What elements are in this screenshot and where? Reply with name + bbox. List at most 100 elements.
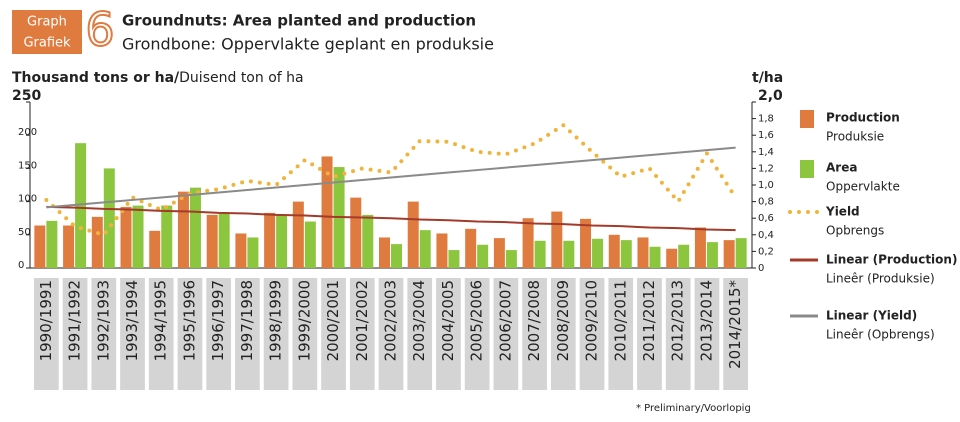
x-tick-label: 1997/1998 <box>238 280 256 361</box>
legend-swatch <box>800 160 814 178</box>
y2-tick-label: 0,8 <box>758 197 774 208</box>
x-label-box <box>177 278 203 390</box>
y2-tick-label: 1,8 <box>758 114 774 125</box>
x-tick-label: 2008/2009 <box>554 280 572 361</box>
x-tick-label: 2006/2007 <box>496 280 514 361</box>
bar <box>448 250 460 268</box>
bar <box>678 244 690 268</box>
bar <box>235 233 247 268</box>
bar <box>304 221 316 268</box>
bar <box>407 201 419 268</box>
bar <box>723 240 735 268</box>
y2-tick-label: 0 <box>758 263 764 274</box>
badge-af: Grafiek <box>23 36 71 51</box>
bar <box>391 244 402 268</box>
x-tick-label: 2013/2014 <box>697 280 715 361</box>
chart-subtitle: Grondbone: Oppervlakte geplant en produk… <box>122 35 494 54</box>
bar <box>493 238 505 268</box>
x-label-box <box>665 278 691 390</box>
y-tick-label: 0 <box>18 260 24 271</box>
y-tick-label: 100 <box>18 194 37 205</box>
legend-label-af: Lineêr (Produksie) <box>826 272 935 286</box>
y-label-af: Duisend ton of ha <box>179 70 303 86</box>
x-label-box <box>263 278 289 390</box>
bar <box>649 246 661 268</box>
bar <box>103 168 115 268</box>
bar <box>46 220 58 268</box>
x-tick-label: 2005/2006 <box>468 280 486 361</box>
x-tick-label: 2012/2013 <box>669 280 687 361</box>
bar <box>419 230 431 268</box>
y-tick-label: 250 <box>12 88 41 104</box>
x-label-box <box>608 278 634 390</box>
x-tick-label: 1993/1994 <box>123 280 141 361</box>
x-label-box <box>349 278 375 390</box>
x-tick-label: 1994/1995 <box>152 280 170 361</box>
x-tick-label: 1996/1997 <box>209 280 227 361</box>
y2-axis-label: t/ha <box>752 70 783 86</box>
legend-label-af: Lineêr (Opbrengs) <box>826 328 935 342</box>
bar <box>436 233 448 268</box>
x-label-box <box>579 278 605 390</box>
x-label-box <box>34 278 59 390</box>
x-tick-label: 1991/1992 <box>66 280 84 361</box>
x-tick-label: 1998/1999 <box>267 280 285 361</box>
bar <box>694 227 706 268</box>
x-label-box <box>637 278 662 390</box>
bar <box>592 238 604 268</box>
bar <box>206 214 218 268</box>
y2-tick-label: 1,4 <box>758 147 774 158</box>
legend-label: Linear (Yield) <box>826 309 917 323</box>
x-label-box <box>292 278 318 390</box>
badge-box <box>12 10 82 54</box>
x-tick-label: 2009/2010 <box>583 280 601 361</box>
x-tick-label: 1992/1993 <box>94 280 112 361</box>
bar <box>264 212 276 268</box>
y2-tick-label: 0,6 <box>758 213 774 224</box>
bar <box>735 238 747 268</box>
x-label-box <box>436 278 461 390</box>
x-label-box <box>120 278 145 390</box>
x-label-box <box>550 278 576 390</box>
badge-en: Graph <box>27 15 67 30</box>
y2-tick-label: 1,0 <box>758 180 774 191</box>
y2-tick-label: 1,6 <box>758 130 774 141</box>
x-tick-label: 2004/2005 <box>439 280 457 361</box>
x-label-box <box>91 278 117 390</box>
y2-tick-label: 0,4 <box>758 230 774 241</box>
trend-line <box>46 146 736 209</box>
x-label-box <box>493 278 519 390</box>
x-label-box <box>378 278 404 390</box>
x-label-box <box>206 278 232 390</box>
bar <box>120 206 132 268</box>
bar <box>666 248 678 268</box>
legend-label: Linear (Production) <box>826 253 957 267</box>
x-label-box <box>235 278 260 390</box>
legend-label: Production <box>826 111 900 125</box>
x-tick-label: 1990/1991 <box>37 280 55 361</box>
bar <box>362 214 374 268</box>
bar <box>63 225 75 268</box>
bar <box>34 225 46 268</box>
x-label-box <box>148 278 174 390</box>
bar <box>505 250 517 268</box>
y-tick-label: 200 <box>18 127 37 138</box>
x-tick-label: 2001/2002 <box>353 280 371 361</box>
y-label-en: Thousand tons or ha/ <box>12 70 180 86</box>
legend-label: Yield <box>825 205 860 219</box>
bar <box>706 242 718 268</box>
x-label-box <box>464 278 490 390</box>
legend-label-af: Oppervlakte <box>826 180 900 194</box>
x-label-box <box>694 278 720 390</box>
footnote: * Preliminary/Voorlopig <box>636 403 751 414</box>
x-tick-label: 1995/1996 <box>180 280 198 361</box>
x-tick-label: 1999/2000 <box>295 280 313 361</box>
bar <box>563 240 575 268</box>
x-label-box <box>522 278 547 390</box>
x-tick-label: 2010/2011 <box>611 280 629 361</box>
bar <box>580 218 592 268</box>
x-label-box <box>321 278 346 390</box>
x-label-box <box>723 278 748 390</box>
chart-title: Groundnuts: Area planted and production <box>122 12 476 30</box>
